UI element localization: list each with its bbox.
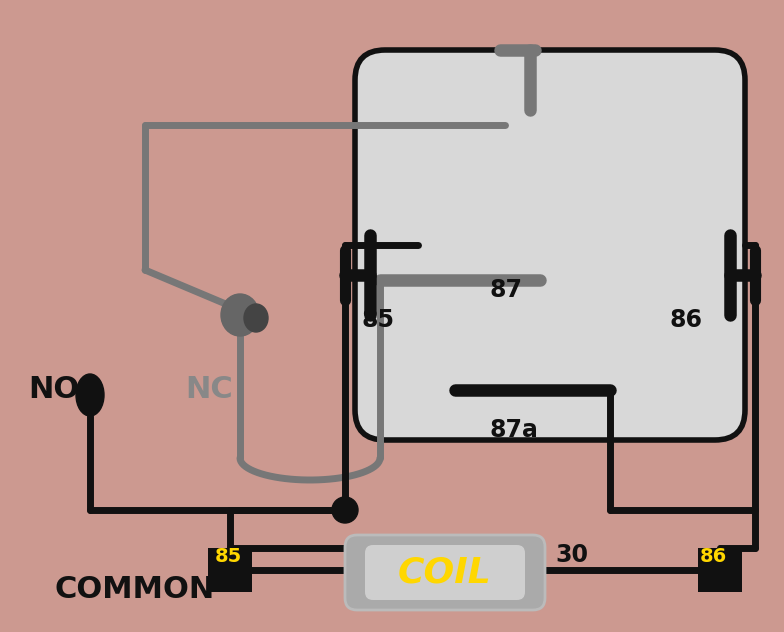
Text: NC: NC	[185, 375, 233, 404]
Text: 85: 85	[215, 547, 242, 566]
Text: 85: 85	[362, 308, 395, 332]
Text: 86: 86	[670, 308, 703, 332]
Ellipse shape	[76, 374, 104, 416]
Text: COIL: COIL	[398, 556, 492, 590]
FancyBboxPatch shape	[345, 535, 545, 610]
Ellipse shape	[221, 294, 259, 336]
FancyBboxPatch shape	[208, 548, 252, 592]
Circle shape	[332, 497, 358, 523]
Ellipse shape	[244, 304, 268, 332]
FancyBboxPatch shape	[365, 545, 525, 600]
Text: 87: 87	[490, 278, 523, 302]
Text: COMMON: COMMON	[55, 576, 216, 604]
Text: NO: NO	[28, 375, 79, 404]
FancyBboxPatch shape	[698, 548, 742, 592]
Text: 86: 86	[700, 547, 728, 566]
Text: 87a: 87a	[490, 418, 539, 442]
FancyBboxPatch shape	[355, 50, 745, 440]
Text: 30: 30	[555, 543, 588, 567]
